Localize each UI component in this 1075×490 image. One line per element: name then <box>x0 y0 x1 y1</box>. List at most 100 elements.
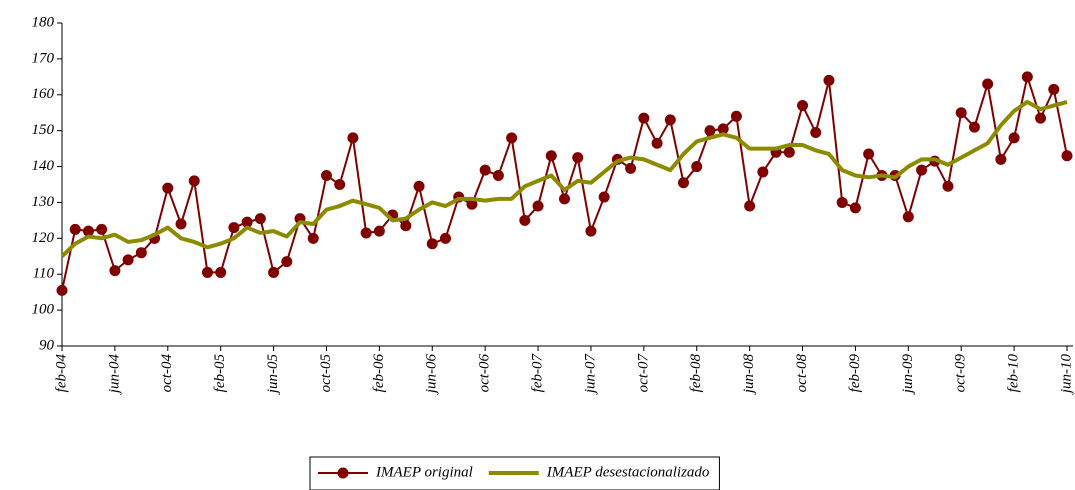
point <box>995 153 1007 165</box>
x-tick-label: feb-05 <box>212 354 228 393</box>
x-tick-label: oct-04 <box>159 354 175 393</box>
point <box>109 265 121 277</box>
point <box>664 114 676 126</box>
legend: IMAEP original IMAEP desestacionalizado <box>309 456 720 490</box>
x-tick-label: jun-07 <box>582 353 598 396</box>
point <box>96 223 108 235</box>
point <box>466 198 478 210</box>
point <box>122 254 134 266</box>
point <box>744 200 756 212</box>
point <box>1048 83 1060 95</box>
x-tick-label: oct-08 <box>794 354 810 393</box>
point <box>69 223 81 235</box>
point <box>1008 132 1020 144</box>
point <box>492 170 504 182</box>
point <box>241 216 253 228</box>
point <box>942 180 954 192</box>
y-tick-label: 180 <box>32 14 55 30</box>
x-tick-label: feb-04 <box>53 354 69 393</box>
point <box>955 107 967 119</box>
x-tick-label: jun-04 <box>106 354 122 396</box>
point <box>201 266 213 278</box>
legend-label: IMAEP desestacionalizado <box>546 464 710 480</box>
y-tick-label: 170 <box>32 50 55 66</box>
legend-label: IMAEP original <box>375 464 473 480</box>
point <box>281 256 293 268</box>
series-line <box>61 75 1068 291</box>
x-tick-label: feb-08 <box>688 354 704 393</box>
point <box>810 126 822 138</box>
y-tick-label: 140 <box>32 158 55 174</box>
point <box>268 266 280 278</box>
point <box>413 180 425 192</box>
legend-box <box>309 456 720 490</box>
y-tick-label: 160 <box>32 86 55 102</box>
x-tick-label: feb-07 <box>529 353 545 393</box>
y-tick-label: 110 <box>33 266 55 282</box>
point <box>135 247 147 259</box>
y-tick-label: 90 <box>39 337 55 353</box>
point <box>519 214 531 226</box>
point <box>717 123 729 135</box>
y-tick-label: 130 <box>32 194 55 210</box>
x-tick-label: oct-07 <box>635 353 651 393</box>
x-tick-label: oct-06 <box>477 354 493 393</box>
point <box>532 200 544 212</box>
x-tick-label: oct-05 <box>318 354 334 393</box>
point <box>360 227 372 239</box>
x-tick-label: feb-09 <box>847 354 863 393</box>
x-tick-label: jun-08 <box>741 354 757 396</box>
point <box>82 225 94 237</box>
point <box>625 162 637 174</box>
point <box>638 112 650 124</box>
point <box>188 175 200 187</box>
point <box>678 177 690 189</box>
point <box>783 146 795 158</box>
point <box>836 196 848 208</box>
point <box>254 213 266 225</box>
y-tick-label: 150 <box>32 122 55 138</box>
x-tick-label: jun-09 <box>900 354 916 396</box>
point <box>175 218 187 230</box>
point <box>757 166 769 178</box>
point <box>902 211 914 223</box>
x-tick-label: feb-06 <box>371 354 387 393</box>
point <box>373 225 385 237</box>
point <box>228 222 240 234</box>
point <box>1035 112 1047 124</box>
point <box>704 125 716 137</box>
point <box>426 238 438 250</box>
point <box>545 150 557 162</box>
legend-marker <box>337 467 349 479</box>
point <box>691 161 703 173</box>
point <box>334 179 346 190</box>
point <box>559 193 570 205</box>
point <box>849 202 861 214</box>
point <box>215 266 227 278</box>
point <box>56 284 68 296</box>
x-tick-label: jun-06 <box>424 354 440 396</box>
point <box>347 132 359 144</box>
y-tick-label: 120 <box>32 230 55 246</box>
x-tick-label: jun-10 <box>1058 354 1074 396</box>
point <box>1021 71 1033 83</box>
point <box>823 74 835 86</box>
point <box>400 220 412 232</box>
point <box>585 225 597 237</box>
point <box>982 78 994 90</box>
point <box>968 121 980 133</box>
y-tick-label: 100 <box>32 302 55 318</box>
point <box>506 132 518 144</box>
point <box>797 100 809 112</box>
point <box>863 148 875 160</box>
point <box>307 232 319 244</box>
series-line <box>60 99 1068 258</box>
point <box>479 164 491 176</box>
point <box>1061 150 1073 162</box>
point <box>651 137 663 149</box>
point <box>572 152 584 164</box>
x-tick-label: feb-10 <box>1006 354 1022 393</box>
x-tick-label: jun-05 <box>265 354 281 396</box>
point <box>320 170 332 182</box>
